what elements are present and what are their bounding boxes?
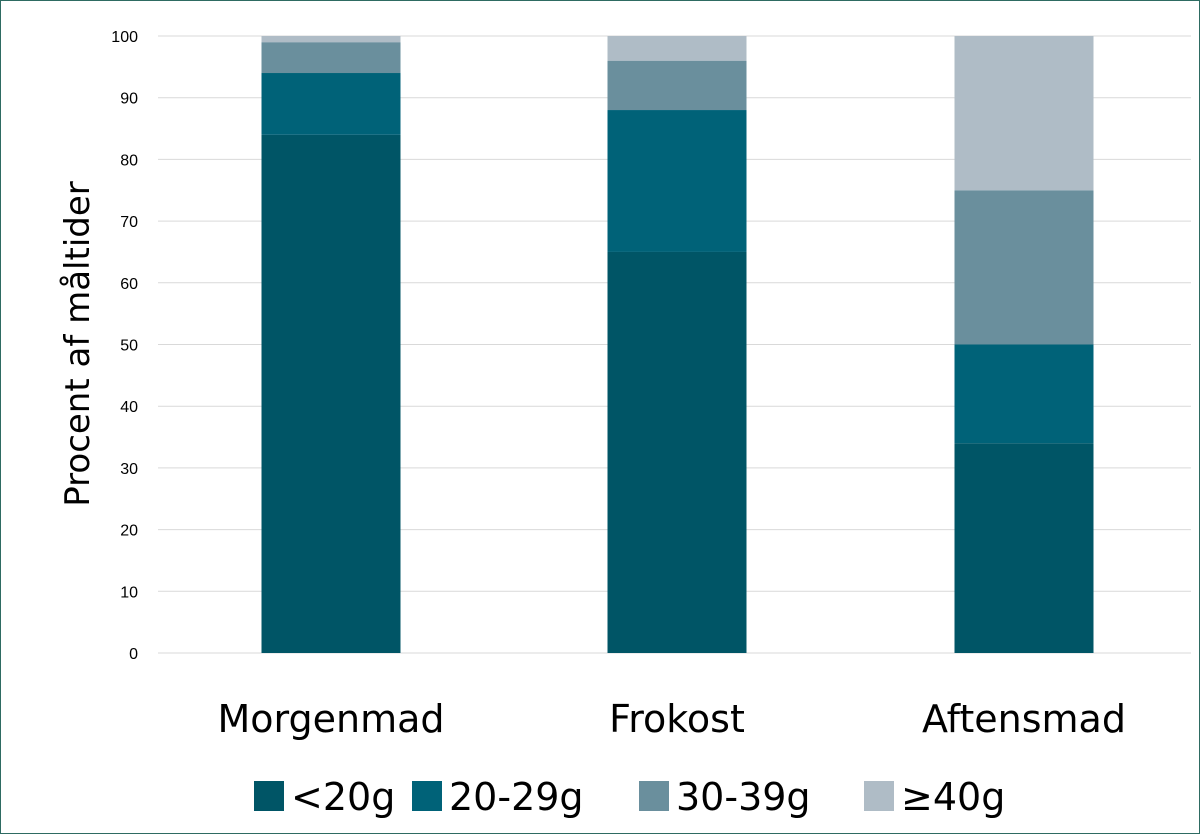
y-tick-label: 70 xyxy=(120,214,138,231)
bar-segment xyxy=(607,36,747,61)
y-tick-label: 100 xyxy=(111,29,138,46)
y-tick-label: 80 xyxy=(120,152,138,169)
bar-segment xyxy=(954,344,1094,444)
legend-swatch xyxy=(639,781,669,811)
y-tick-label: 90 xyxy=(120,91,138,108)
y-tick-label: 40 xyxy=(120,399,138,416)
legend-label: 20-29g xyxy=(449,775,584,819)
bar-segment xyxy=(261,134,401,654)
bar-segment xyxy=(954,36,1094,191)
x-axis-categories: Morgenmad Frokost Aftensmad xyxy=(218,697,1126,741)
y-tick-label: 20 xyxy=(120,523,138,540)
bar-segment xyxy=(261,36,401,43)
x-category-label: Aftensmad xyxy=(922,697,1126,741)
legend-label: <20g xyxy=(291,775,395,819)
bar-segment xyxy=(954,443,1094,653)
legend-swatch xyxy=(864,781,894,811)
y-tick-label: 60 xyxy=(120,276,138,293)
legend: <20g 20-29g 30-39g ≥40g xyxy=(254,775,1005,819)
legend-swatch xyxy=(254,781,284,811)
y-axis-ticks: 0 10 20 30 40 50 60 70 80 90 100 xyxy=(111,29,138,663)
bar-segment xyxy=(261,73,401,135)
legend-label: 30-39g xyxy=(676,775,811,819)
bars xyxy=(261,36,1094,654)
x-category-label: Morgenmad xyxy=(218,697,445,741)
x-category-label: Frokost xyxy=(609,697,745,741)
y-tick-label: 10 xyxy=(120,584,138,601)
legend-swatch xyxy=(412,781,442,811)
bar-segment xyxy=(607,110,747,252)
y-tick-label: 50 xyxy=(120,338,138,355)
legend-label: ≥40g xyxy=(901,775,1005,819)
y-tick-label: 30 xyxy=(120,461,138,478)
bar-segment xyxy=(954,190,1094,345)
y-tick-label: 0 xyxy=(129,646,138,663)
bar-segment xyxy=(261,42,401,74)
bar-segment xyxy=(607,251,747,653)
bar-segment xyxy=(607,60,747,111)
y-axis-label: Procent af måltider xyxy=(58,181,98,507)
